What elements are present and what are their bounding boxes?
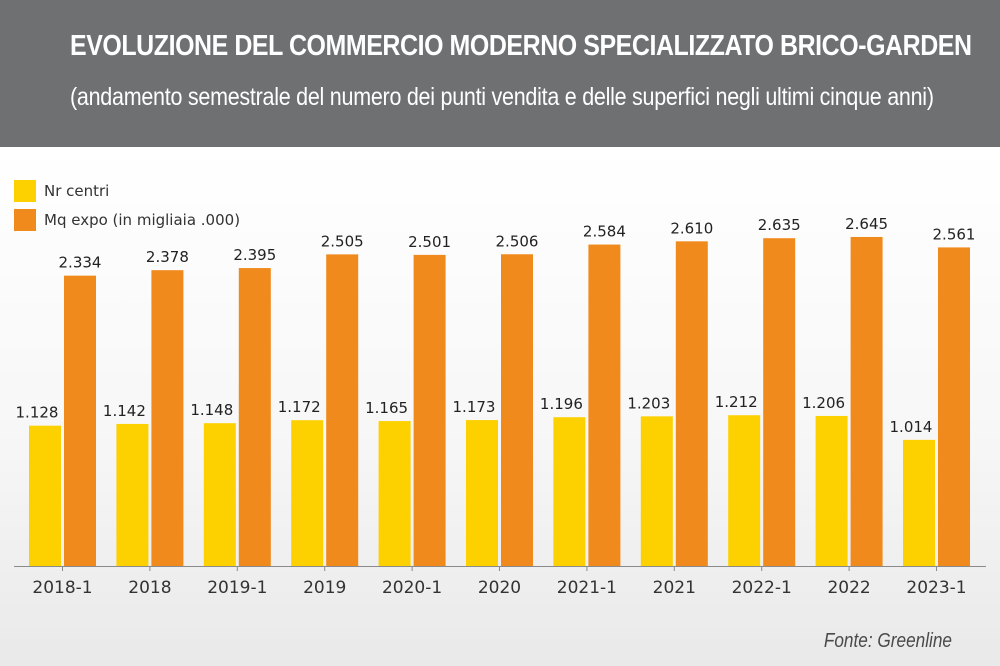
data-label-nr-centri-2021-1: 1.196 xyxy=(540,395,583,413)
legend-swatch-nr-centri xyxy=(14,179,36,202)
bar-mq-expo-2021-1 xyxy=(588,244,621,566)
x-tick-label-2022: 2022 xyxy=(827,578,870,598)
x-tick-label-2021-1: 2021-1 xyxy=(557,578,617,598)
data-label-mq-expo-2021: 2.610 xyxy=(670,219,713,237)
x-tick-label-2021: 2021 xyxy=(653,578,696,598)
bar-nr-centri-2020-1 xyxy=(378,421,411,566)
bar-nr-centri-2022 xyxy=(815,415,848,566)
legend-item-mq-expo: Mq expo (in migliaia .000) xyxy=(14,207,240,232)
bar-mq-expo-2020-1 xyxy=(413,254,446,566)
legend-label-nr-centri: Nr centri xyxy=(44,181,110,200)
bar-mq-expo-2021 xyxy=(675,241,708,567)
bar-nr-centri-2019 xyxy=(291,420,324,566)
data-label-nr-centri-2022-1: 1.212 xyxy=(715,393,758,411)
x-tick-label-2020-1: 2020-1 xyxy=(382,578,442,598)
bar-mq-expo-2018 xyxy=(151,270,184,566)
chart-header: EVOLUZIONE DEL COMMERCIO MODERNO SPECIAL… xyxy=(0,0,1000,147)
data-label-nr-centri-2020-1: 1.165 xyxy=(365,399,408,417)
data-label-nr-centri-2019-1: 1.148 xyxy=(190,401,233,419)
bar-mq-expo-2019-1 xyxy=(238,268,271,566)
chart-title: EVOLUZIONE DEL COMMERCIO MODERNO SPECIAL… xyxy=(70,30,972,62)
data-label-nr-centri-2018: 1.142 xyxy=(103,402,146,420)
data-label-mq-expo-2018-1: 2.334 xyxy=(59,254,102,272)
data-label-mq-expo-2018: 2.378 xyxy=(146,248,189,266)
x-tick-label-2020: 2020 xyxy=(478,578,521,598)
legend-swatch-mq-expo xyxy=(14,208,36,231)
data-label-mq-expo-2022: 2.645 xyxy=(845,215,888,233)
bar-mq-expo-2018-1 xyxy=(64,275,96,566)
x-tick-label-2019: 2019 xyxy=(303,578,346,598)
bar-mq-expo-2019 xyxy=(326,254,359,567)
data-label-nr-centri-2022: 1.206 xyxy=(802,394,845,412)
x-tick-label-2023-1: 2023-1 xyxy=(906,578,966,598)
bar-nr-centri-2021 xyxy=(640,416,673,566)
bar-mq-expo-2022 xyxy=(850,236,883,566)
bar-mq-expo-2022-1 xyxy=(763,238,796,566)
data-label-nr-centri-2020: 1.173 xyxy=(453,398,496,416)
data-label-mq-expo-2020: 2.506 xyxy=(496,232,539,250)
source-note: Fonte: Greenline xyxy=(823,630,952,652)
bar-mq-expo-2020 xyxy=(501,254,533,566)
bar-mq-expo-2023-1 xyxy=(938,247,970,566)
x-tick-label-2022-1: 2022-1 xyxy=(732,578,792,598)
data-label-mq-expo-2022-1: 2.635 xyxy=(758,216,801,234)
legend-label-mq-expo: Mq expo (in migliaia .000) xyxy=(44,210,241,229)
data-label-mq-expo-2023-1: 2.561 xyxy=(933,225,976,243)
bar-nr-centri-2018-1 xyxy=(29,425,61,566)
x-tick-label-2018: 2018 xyxy=(128,578,171,598)
bar-nr-centri-2021-1 xyxy=(553,417,586,566)
data-label-nr-centri-2023-1: 1.014 xyxy=(890,418,933,436)
data-label-mq-expo-2021-1: 2.584 xyxy=(583,223,626,241)
data-label-mq-expo-2020-1: 2.501 xyxy=(408,233,451,251)
bar-nr-centri-2023-1 xyxy=(903,439,935,566)
chart-subtitle: (andamento semestrale del numero dei pun… xyxy=(70,83,934,111)
bar-nr-centri-2022-1 xyxy=(728,415,761,566)
data-label-mq-expo-2019: 2.505 xyxy=(321,232,364,250)
data-label-nr-centri-2019: 1.172 xyxy=(278,398,321,416)
bar-nr-centri-2019-1 xyxy=(203,423,236,566)
data-label-mq-expo-2019-1: 2.395 xyxy=(233,246,276,264)
data-label-nr-centri-2018-1: 1.128 xyxy=(16,404,59,422)
legend-item-nr-centri: Nr centri xyxy=(14,178,240,203)
bar-nr-centri-2020 xyxy=(466,420,498,566)
bar-nr-centri-2018 xyxy=(116,423,149,566)
legend: Nr centri Mq expo (in migliaia .000) xyxy=(14,178,240,236)
x-tick-label-2018-1: 2018-1 xyxy=(32,578,92,598)
x-tick-label-2019-1: 2019-1 xyxy=(207,578,267,598)
data-label-nr-centri-2021: 1.203 xyxy=(627,394,670,412)
